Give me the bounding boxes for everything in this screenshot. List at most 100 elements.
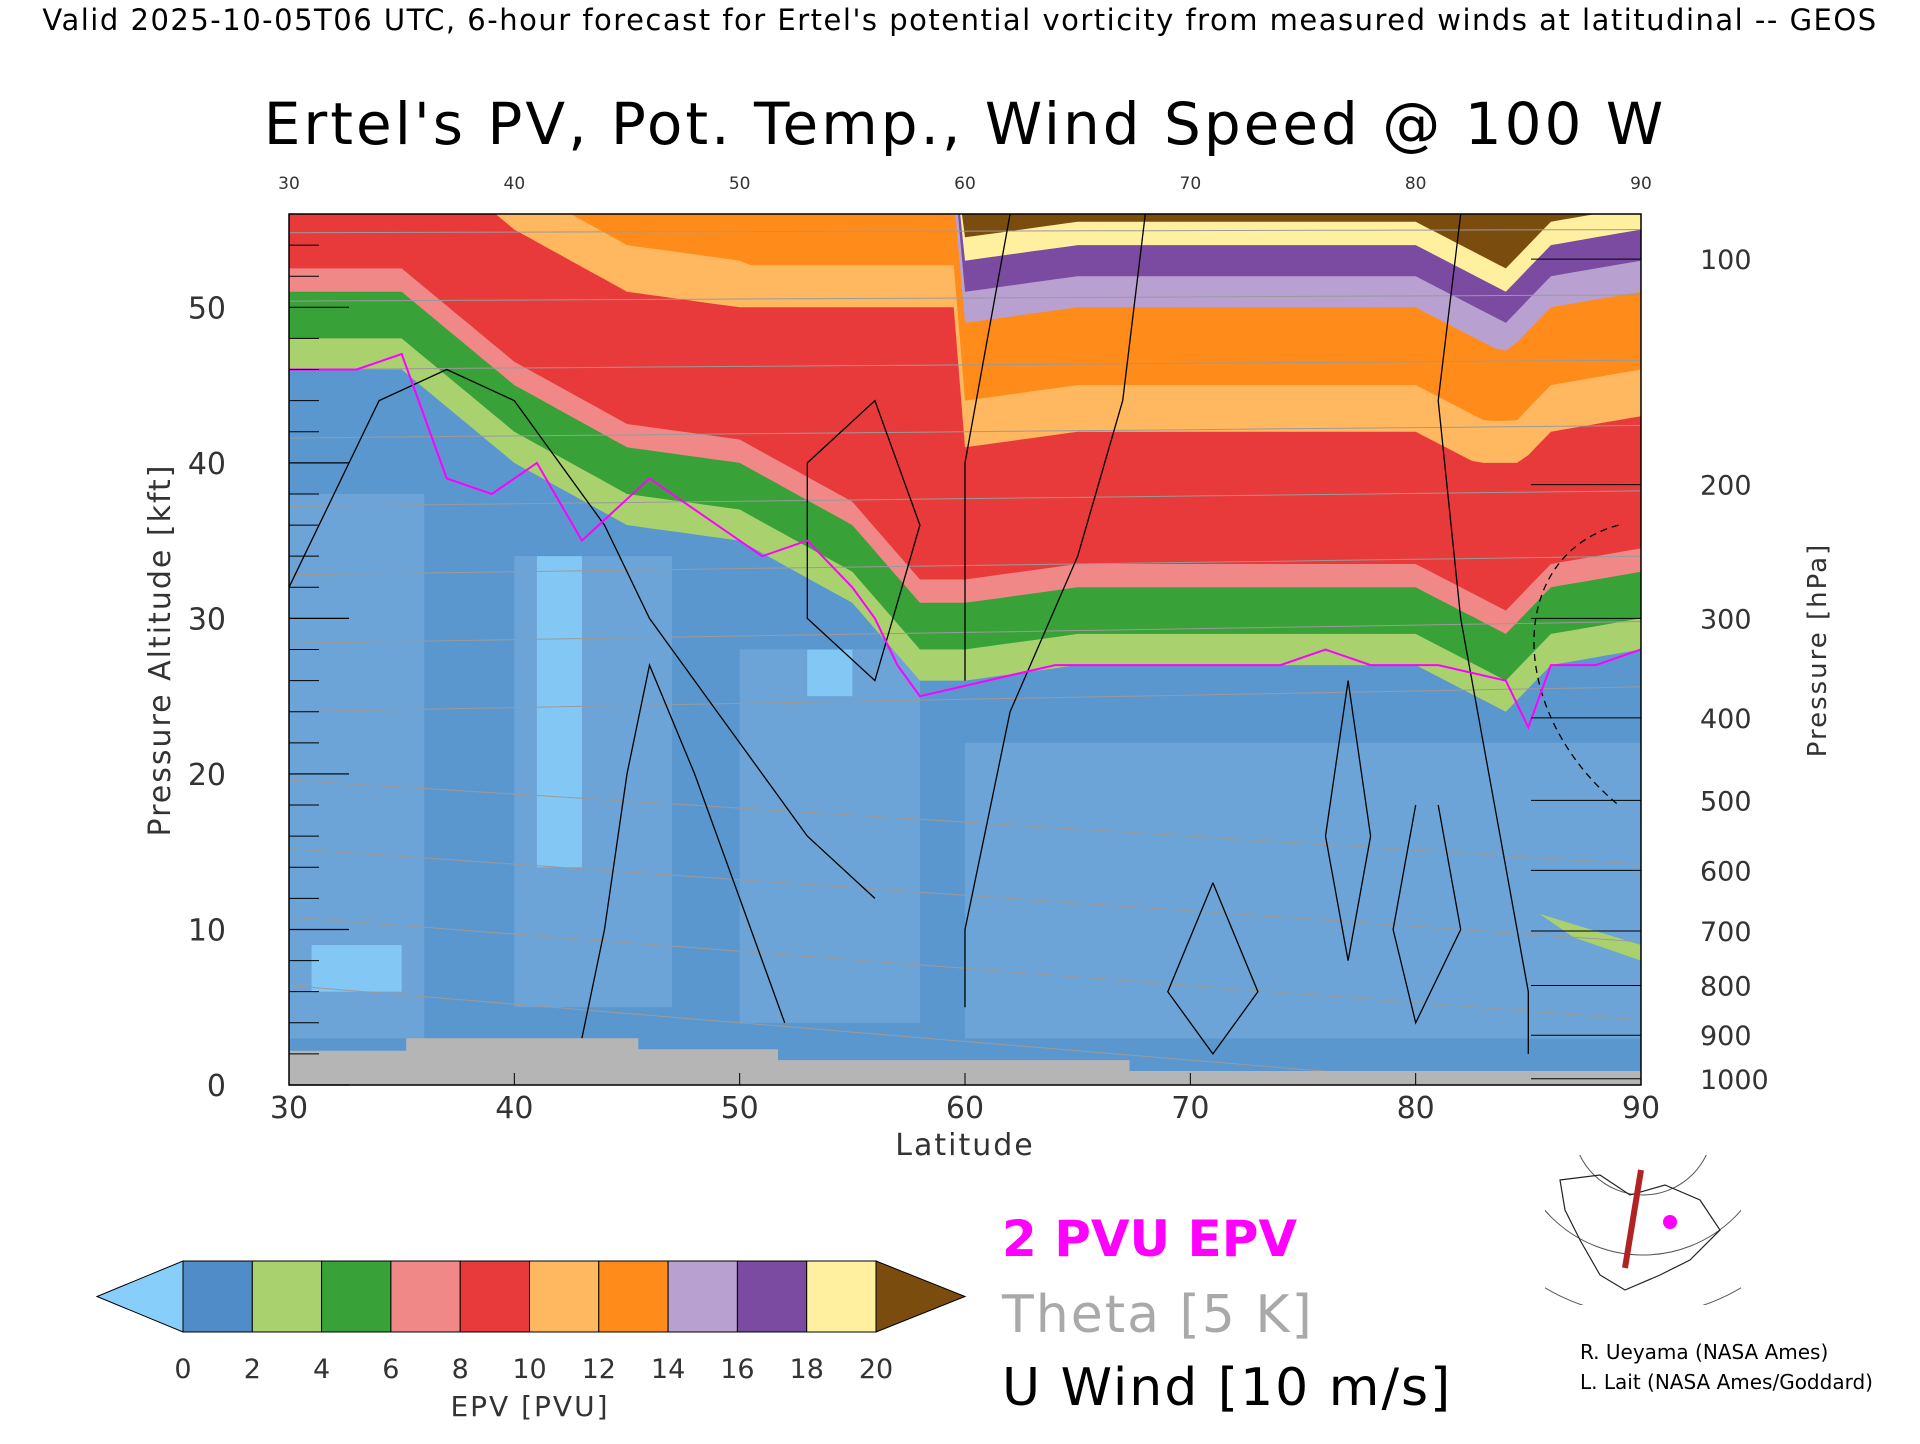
u-wind-contour-negative (1533, 524, 1619, 806)
pressure-tick-label: 200 (1700, 471, 1752, 502)
chart-title: Ertel's PV, Pot. Temp., Wind Speed @ 100… (264, 90, 1666, 158)
pressure-tick-label: 600 (1700, 856, 1752, 887)
top-tick-label: 30 (278, 174, 300, 194)
colorbar-tick-label: 14 (651, 1354, 685, 1385)
colorbar-tick-label: 18 (790, 1354, 824, 1385)
cross-section-line (1622, 1169, 1644, 1269)
theta-contour (289, 359, 1641, 370)
y-axis-title-left: Pressure Altitude [kft] (143, 464, 178, 837)
x-tick-label: 60 (946, 1091, 984, 1126)
x-tick-label: 80 (1397, 1091, 1435, 1126)
colorbar-segment (390, 1260, 461, 1333)
u-wind-contour (964, 214, 1146, 1008)
colorbar-segment (459, 1260, 531, 1333)
x-tick-label: 70 (1171, 1091, 1209, 1126)
pressure-tick-label: 500 (1700, 786, 1752, 817)
legend-pv: 2 PVU EPV (1002, 1210, 1298, 1268)
credit-ueyama: R. Ueyama (NASA Ames) (1580, 1340, 1829, 1364)
low-pv-patch (807, 649, 853, 697)
colorbar-segment (736, 1260, 808, 1333)
colorbar-tick-label: 2 (244, 1354, 261, 1385)
pv2-line (289, 352, 1641, 730)
u-wind-contour (1167, 882, 1259, 1056)
colorbar-segment (182, 1260, 253, 1333)
theta-contour (289, 229, 1641, 234)
map-coastline (1559, 1174, 1721, 1291)
colorbar-tick-label: 16 (720, 1354, 754, 1385)
colorbar-tick-label: 20 (859, 1354, 893, 1385)
polar-map-icon (1545, 1155, 1741, 1305)
y-tick-label: 50 (188, 291, 226, 326)
terrain-fill (289, 1038, 1641, 1085)
colorbar-tick-label: 0 (174, 1354, 191, 1385)
terrain-mask (289, 1038, 1641, 1085)
epv-band (961, 214, 1596, 269)
x-tick-label: 40 (495, 1091, 533, 1126)
y-tick-label: 10 (188, 913, 226, 948)
colorbar: 0 2 4 6 8 10 12 14 16 18 20 (95, 1260, 967, 1385)
colorbar-over-triangle (875, 1260, 967, 1333)
colorbar-title: EPV [PVU] (450, 1390, 609, 1423)
top-tick-label: 70 (1180, 174, 1202, 194)
colorbar-segment (806, 1260, 877, 1333)
epv-field (289, 214, 1641, 1085)
pressure-tick-label: 400 (1700, 704, 1752, 735)
valid-time-line: Valid 2025-10-05T06 UTC, 6-hour forecast… (42, 3, 1877, 37)
x-tick-label: 50 (721, 1091, 759, 1126)
top-tick-label: 50 (729, 174, 751, 194)
x-tick-label: 90 (1622, 1091, 1660, 1126)
low-pv-patch (536, 556, 582, 868)
u-wind-contour (1437, 214, 1529, 1054)
y-tick-label: 20 (188, 758, 226, 793)
map-graticule (1545, 1209, 1741, 1256)
credit-lait: L. Lait (NASA Ames/Goddard) (1580, 1370, 1873, 1394)
top-tick-label: 40 (504, 174, 526, 194)
pv2-contour (289, 352, 1641, 730)
troposphere-patch (739, 649, 920, 1023)
pressure-tick-label: 300 (1700, 604, 1752, 635)
colorbar-segment (251, 1260, 323, 1333)
top-tick-label: 60 (954, 174, 976, 194)
colorbar-tick-label: 10 (512, 1354, 546, 1385)
y-axis-title-right: Pressure [hPa] (1803, 543, 1833, 758)
colorbar-segment (667, 1260, 738, 1333)
u-wind-contour (964, 214, 1011, 681)
colorbar-under-triangle (95, 1260, 184, 1333)
theta-contour (289, 294, 1641, 302)
theta-contour (289, 848, 1641, 943)
u-wind-contour (1392, 804, 1462, 1025)
pressure-tick-label: 1000 (1700, 1065, 1769, 1096)
legend-theta: Theta [5 K] (1002, 1285, 1314, 1345)
map-graticule (1579, 1155, 1707, 1196)
theta-contour (289, 686, 1641, 713)
y-tick-label: 0 (207, 1069, 226, 1104)
x-tick-label: 30 (270, 1091, 308, 1126)
u-wind-contour (581, 662, 786, 1039)
location-marker (1663, 1215, 1677, 1229)
low-pv-patch (311, 945, 402, 992)
pressure-tick-label: 800 (1700, 971, 1752, 1002)
colorbar-segment (321, 1260, 392, 1333)
colorbar-tick-label: 6 (382, 1354, 399, 1385)
colorbar-tick-label: 8 (452, 1354, 469, 1385)
u-wind-contour (1324, 680, 1372, 961)
theta-contour (289, 425, 1641, 439)
top-tick-label: 90 (1630, 174, 1652, 194)
u-wind-contour (806, 399, 921, 682)
pressure-tick-label: 900 (1700, 1021, 1752, 1052)
legend-u-wind: U Wind [10 m/s] (1002, 1358, 1453, 1418)
x-axis-title: Latitude (895, 1128, 1034, 1163)
top-tick-label: 80 (1405, 174, 1427, 194)
colorbar-tick-label: 4 (313, 1354, 330, 1385)
epv-band (1539, 913, 1641, 961)
colorbar-tick-label: 12 (582, 1354, 616, 1385)
colorbar-segment (529, 1260, 600, 1333)
colorbar-segment (598, 1260, 669, 1333)
y-tick-label: 30 (188, 602, 226, 637)
theta-contour (289, 779, 1641, 865)
pressure-tick-label: 100 (1700, 245, 1752, 276)
pressure-tick-label: 700 (1700, 917, 1752, 948)
